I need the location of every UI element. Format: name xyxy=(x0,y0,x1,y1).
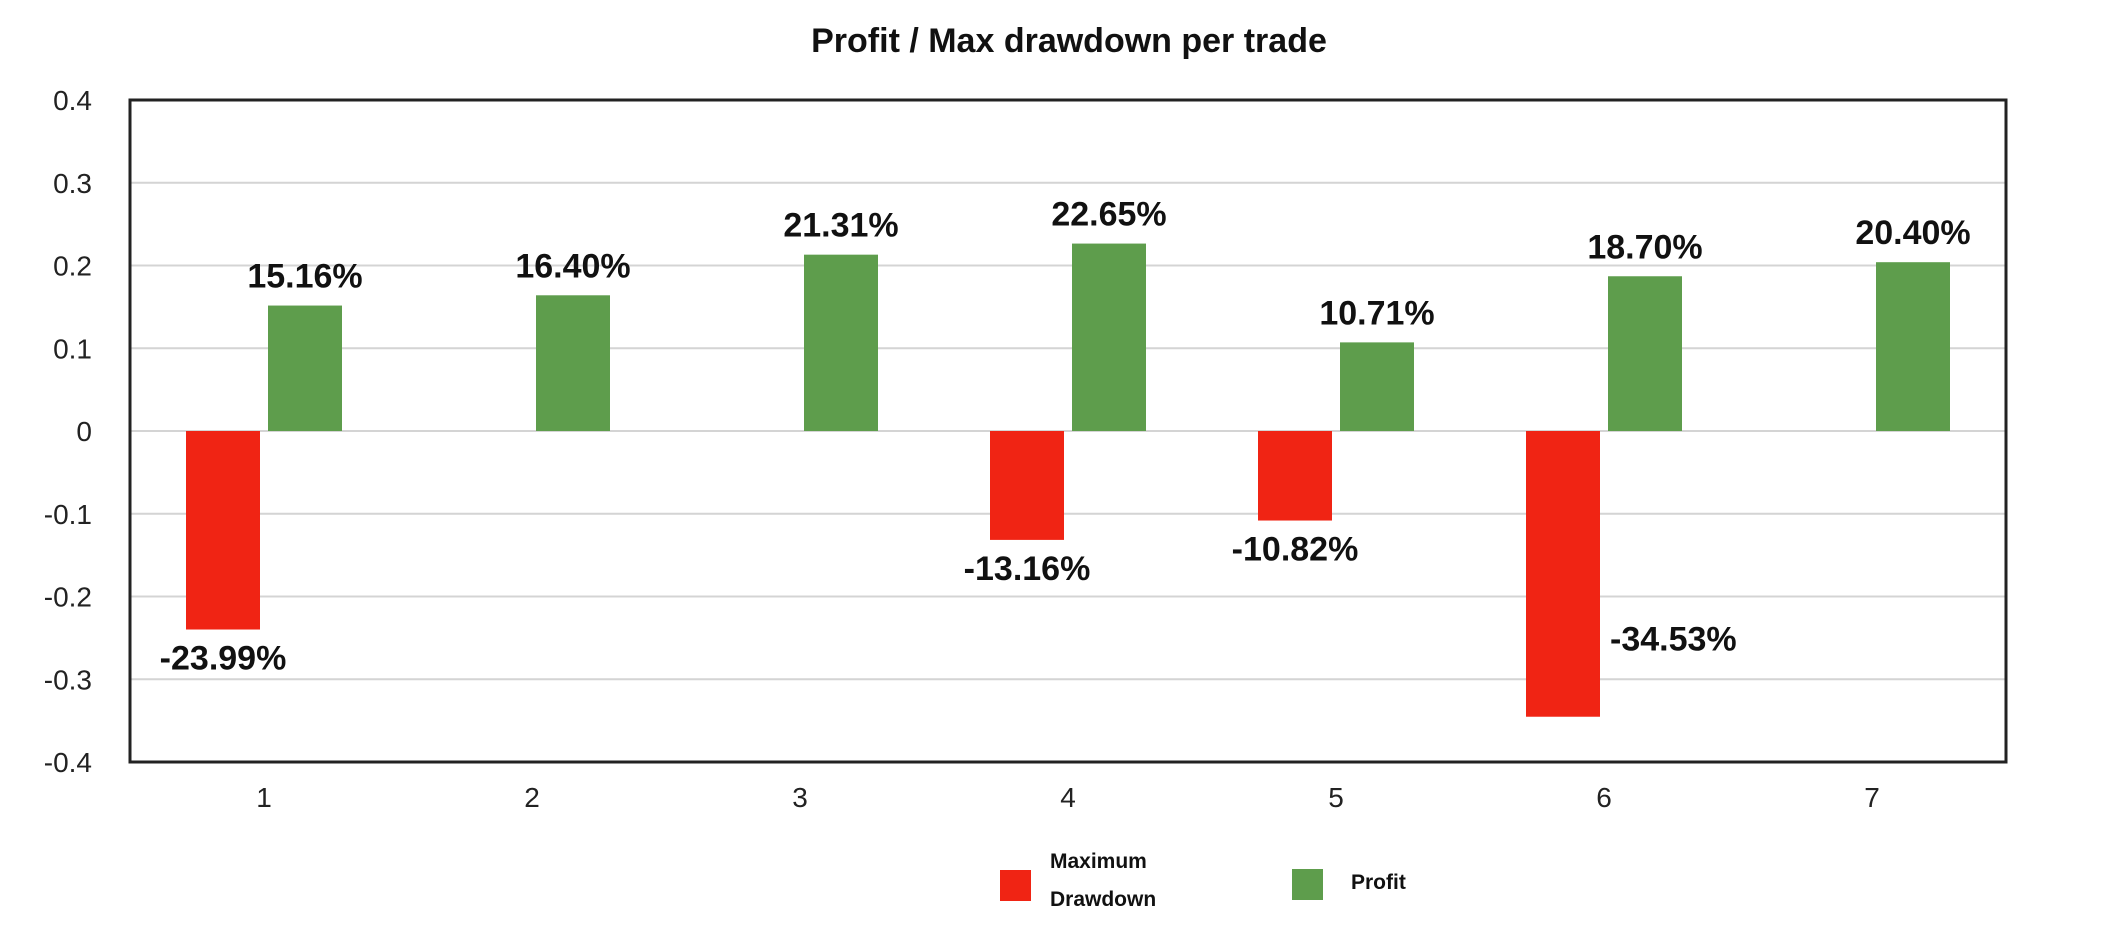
legend-label-drawdown-line1: Maximum xyxy=(1050,850,1147,873)
drawdown-data-label: -23.99% xyxy=(160,640,287,678)
y-tick-label: 0.3 xyxy=(53,168,92,199)
profit-bar xyxy=(268,305,342,431)
profit-data-label: 21.31% xyxy=(783,207,898,245)
x-tick-label: 2 xyxy=(524,782,540,813)
drawdown-bar xyxy=(186,431,260,630)
plot-area-frame xyxy=(128,98,2008,764)
legend-label-profit: Profit xyxy=(1351,871,1406,894)
x-tick-label: 1 xyxy=(256,782,272,813)
data-labels: -23.99% 15.16% 16.40% 21.31% -13.16% 22.65% -1… xyxy=(160,196,1971,678)
profit-data-label: 20.40% xyxy=(1855,214,1970,252)
y-tick-label: 0.2 xyxy=(53,251,92,282)
x-tick-label: 5 xyxy=(1328,782,1344,813)
drawdown-bar xyxy=(990,431,1064,540)
y-tick-label: -0.3 xyxy=(44,664,92,695)
profit-data-label: 15.16% xyxy=(247,258,362,296)
legend: Maximum Drawdown Profit xyxy=(1000,850,1406,911)
legend-swatch-profit xyxy=(1292,869,1323,900)
profit-bar xyxy=(1072,243,1146,431)
y-tick-label: -0.2 xyxy=(44,582,92,613)
y-tick-label: -0.1 xyxy=(44,499,92,530)
x-tick-label: 7 xyxy=(1864,782,1880,813)
legend-swatch-drawdown xyxy=(1000,870,1031,901)
profit-data-label: 18.70% xyxy=(1587,228,1702,266)
profit-bar xyxy=(804,254,878,431)
x-axis-ticks: 1 2 3 4 5 6 7 xyxy=(256,782,1880,813)
y-tick-label: 0.1 xyxy=(53,333,92,364)
profit-bar xyxy=(1608,276,1682,431)
drawdown-bar xyxy=(1526,431,1600,717)
x-tick-label: 6 xyxy=(1596,782,1612,813)
drawdown-data-label: -10.82% xyxy=(1232,531,1359,569)
y-tick-label: 0 xyxy=(76,416,92,447)
profit-bar xyxy=(1340,342,1414,431)
y-tick-label: -0.4 xyxy=(44,747,92,778)
chart-title: Profit / Max drawdown per trade xyxy=(811,22,1327,60)
legend-label-drawdown-line2: Drawdown xyxy=(1050,888,1156,911)
drawdown-data-label: -13.16% xyxy=(964,550,1091,588)
x-tick-label: 4 xyxy=(1060,782,1076,813)
profit-bar xyxy=(536,295,610,431)
profit-data-label: 10.71% xyxy=(1319,294,1434,332)
y-axis-ticks: 0.4 0.3 0.2 0.1 0 -0.1 -0.2 -0.3 -0.4 xyxy=(44,85,92,778)
profit-data-label: 16.40% xyxy=(515,247,630,285)
y-tick-label: 0.4 xyxy=(53,85,92,116)
bars xyxy=(186,243,1950,717)
drawdown-bar xyxy=(1258,431,1332,521)
profit-data-label: 22.65% xyxy=(1051,196,1166,234)
profit-bar xyxy=(1876,262,1950,431)
drawdown-data-label: -34.53% xyxy=(1610,621,1737,659)
x-tick-label: 3 xyxy=(792,782,808,813)
